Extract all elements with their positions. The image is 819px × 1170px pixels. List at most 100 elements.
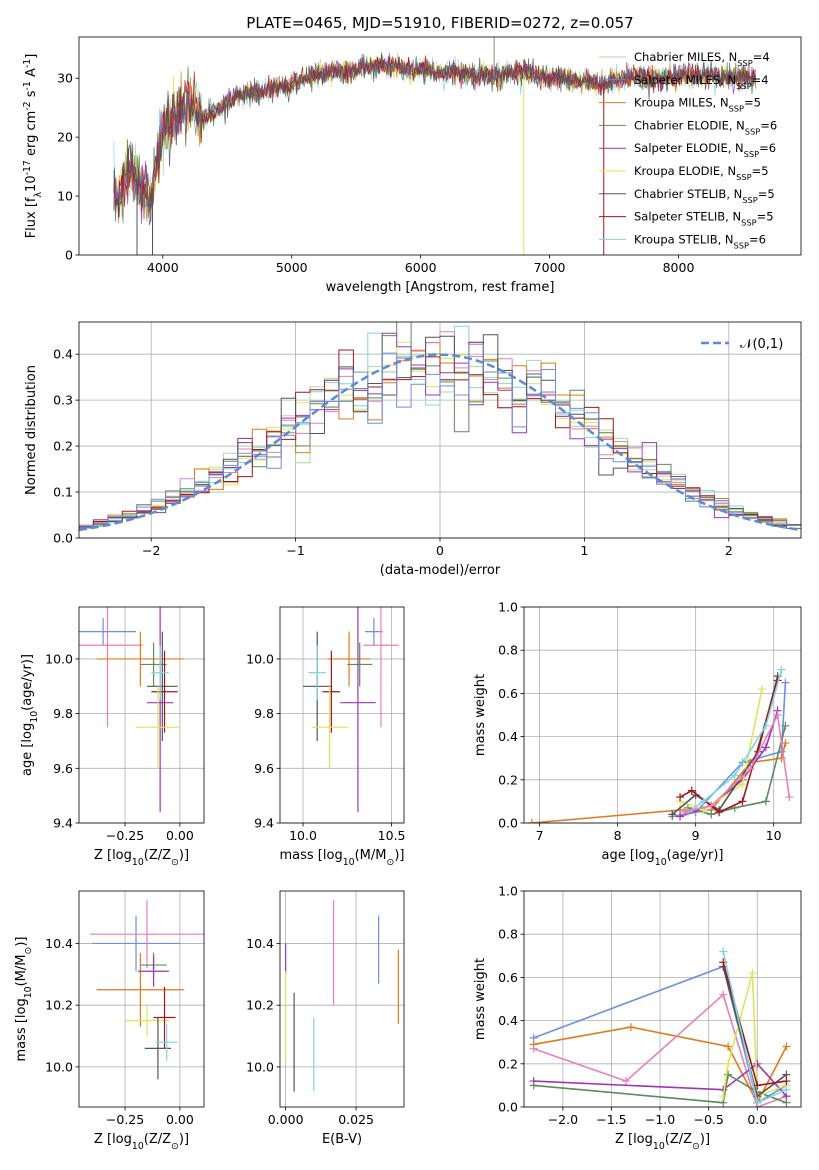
x-tick-label: −1.0 [645, 1112, 675, 1127]
x-tick-label: 6000 [405, 260, 437, 275]
legend-label-chabrier_elodie: Chabrier ELODIE, NSSP=6 [634, 118, 777, 136]
x-axis-label: age [log10(age/yr)] [602, 848, 724, 868]
weight-marker-kroupa_miles [782, 1042, 791, 1051]
axis-layer: −0.25 0.00 9.4 9.6 9.8 10.0 Z [log10(Z/Z⊙)] age… [20, 606, 205, 868]
legend-label-kroupa_miles: Kroupa MILES, NSSP=5 [634, 96, 761, 114]
y-tick-label: 0.8 [498, 643, 518, 658]
weight-marker-extra_pink [785, 793, 794, 802]
axes-frame [78, 36, 802, 256]
y-tick-label: 0.0 [498, 816, 518, 831]
y-tick-label: 0.2 [53, 439, 73, 454]
y-tick-label: 0.4 [498, 1013, 518, 1028]
weight-line-kroupa_elodie [679, 688, 763, 811]
weight-marker-extra_pink [746, 765, 755, 773]
legend-label-salpeter_elodie: Salpeter ELODIE, NSSP=6 [634, 141, 776, 159]
x-tick-label: −2 [142, 543, 160, 558]
y-tick-label: 20 [57, 130, 73, 145]
legend-label-kroupa_elodie: Kroupa ELODIE, NSSP=5 [634, 164, 769, 182]
y-tick-label: 0.1 [53, 485, 73, 500]
weight-marker-salpeter_stelib [676, 793, 685, 802]
plot-area [524, 607, 801, 823]
y-axis-label: Flux [fλ10-17 erg cm-2 s-1 A-1] [22, 54, 44, 239]
weight-vs-metallicity-panel: −2.0 −1.5 −1.0 −0.5 0.0 0.0 0.2 0.4 0.6 0.8 1.0 Z [… [473, 884, 802, 1152]
axis-layer: −0.25 0.00 10.0 10.2 10.4 Z [log10(Z/Z⊙)] mass… [14, 890, 205, 1152]
y-tick-label: 10.0 [246, 651, 274, 666]
axis-layer: 10.0 10.5 9.4 9.6 9.8 10.0 mass [log10(M/M⊙)] [246, 606, 406, 868]
weight-marker-chabrier_elodie [781, 721, 790, 730]
x-tick-label: 0.0 [747, 1112, 767, 1127]
axes-frame [78, 890, 205, 1108]
x-tick-label: 8000 [663, 260, 695, 275]
y-axis-label: mass [log10(M/M⊙)] [14, 937, 34, 1062]
axis-layer: 0.000 0.025 10.0 10.2 10.4 E(B-V) [246, 890, 405, 1147]
x-axis-label: E(B-V) [322, 1132, 362, 1147]
plot-layer [285, 900, 399, 1092]
weight-marker-chabrier_elodie [707, 810, 716, 819]
spectrum-panel: 4000 5000 6000 7000 8000 0 10 20 30 wavelength [A… [22, 36, 802, 295]
x-axis-label: wavelength [Angstrom, rest frame] [326, 280, 555, 295]
y-tick-label: 0.4 [53, 347, 73, 362]
weight-marker-chabrier_elodie [761, 797, 770, 806]
weight-marker-kroupa_elodie [748, 969, 757, 978]
weight-vs-age-panel: 7 8 9 10 0.0 0.2 0.4 0.6 0.8 1.0 age [log10(age/yr… [473, 600, 802, 868]
y-tick-label: 0.2 [498, 772, 518, 787]
weight-marker-kroupa_stelib [730, 771, 739, 780]
residuals-legend: 𝒩(0,1) [701, 337, 783, 352]
plot-layer [303, 607, 399, 813]
y-tick-label: 10.4 [246, 936, 274, 951]
plot-layer [89, 900, 204, 1080]
weight-line-salpeter_miles [533, 965, 787, 1104]
hist-salpeter_miles [79, 343, 801, 528]
weight-marker-salpeter_elodie [761, 743, 770, 752]
legend-label-chabrier_stelib: Chabrier STELIB, NSSP=5 [634, 187, 775, 205]
y-tick-label: 0.8 [498, 927, 518, 942]
x-tick-label: 10.0 [289, 828, 317, 843]
y-tick-label: 9.4 [53, 816, 73, 831]
y-tick-label: 1.0 [498, 600, 518, 615]
y-tick-label: 9.6 [53, 761, 73, 776]
x-tick-label: 9 [692, 828, 700, 843]
weight-marker-kroupa_stelib [782, 1085, 791, 1094]
weight-marker-kroupa_miles [527, 819, 536, 823]
weight-marker-extra_pink [679, 808, 688, 817]
plot-area [280, 607, 404, 823]
y-tick-label: 0.6 [498, 686, 518, 701]
x-tick-label: −1.5 [596, 1112, 626, 1127]
weight-marker-chabrier_elodie [529, 1081, 538, 1090]
x-axis-label: Z [log10(Z/Z⊙)] [94, 1132, 189, 1152]
x-tick-label: 1 [580, 543, 588, 558]
x-tick-label: 7 [536, 828, 544, 843]
x-tick-label: −1 [286, 543, 304, 558]
weight-marker-kroupa_elodie [719, 1092, 728, 1101]
weight-marker-extra_pink [707, 801, 716, 810]
axes-frame [279, 890, 405, 1108]
weight-marker-chabrier_stelib [668, 810, 677, 819]
axis-layer: 4000 5000 6000 7000 8000 0 10 20 30 wavelength [A… [22, 36, 802, 295]
weight-marker-salpeter_elodie [676, 812, 685, 821]
x-tick-label: 2 [725, 543, 733, 558]
y-tick-label: 10.2 [246, 998, 274, 1013]
y-tick-label: 1.0 [498, 884, 518, 899]
weight-marker-salpeter_stelib [687, 786, 696, 795]
legend-label-salpeter_stelib: Salpeter STELIB, NSSP=5 [634, 210, 774, 228]
weight-marker-kroupa_stelib [719, 947, 728, 956]
weight-marker-kroupa_elodie [738, 780, 747, 789]
y-tick-label: 0.2 [498, 1056, 518, 1071]
weight-marker-kroupa_miles [724, 1042, 733, 1051]
x-tick-label: 5000 [276, 260, 308, 275]
y-tick-label: 0.4 [498, 729, 518, 744]
weight-marker-extra_pink [773, 711, 782, 719]
y-tick-label: 0.0 [498, 1100, 518, 1115]
y-tick-label: 10.0 [246, 1059, 274, 1074]
plot-layer [79, 607, 185, 813]
normal-curve [79, 353, 801, 532]
weight-marker-chabrier_elodie [724, 1070, 733, 1079]
axis-layer: 7 8 9 10 0.0 0.2 0.4 0.6 0.8 1.0 age [log10(age/yr… [473, 600, 802, 868]
age-vs-mass-panel: 10.0 10.5 9.4 9.6 9.8 10.0 mass [log10(M/M⊙)] [246, 606, 406, 868]
spectrum-legend: Chabrier MILES, NSSP=4 Salpeter MILES, NS… [599, 50, 777, 250]
y-tick-label: 10.0 [45, 651, 73, 666]
x-tick-label: −0.25 [106, 828, 144, 843]
weight-marker-extra_pink [622, 1077, 631, 1086]
legend-label-salpeter_miles: Salpeter MILES, NSSP=4 [634, 73, 769, 91]
